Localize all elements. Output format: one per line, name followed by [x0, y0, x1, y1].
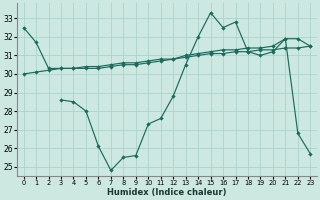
X-axis label: Humidex (Indice chaleur): Humidex (Indice chaleur) — [107, 188, 227, 197]
